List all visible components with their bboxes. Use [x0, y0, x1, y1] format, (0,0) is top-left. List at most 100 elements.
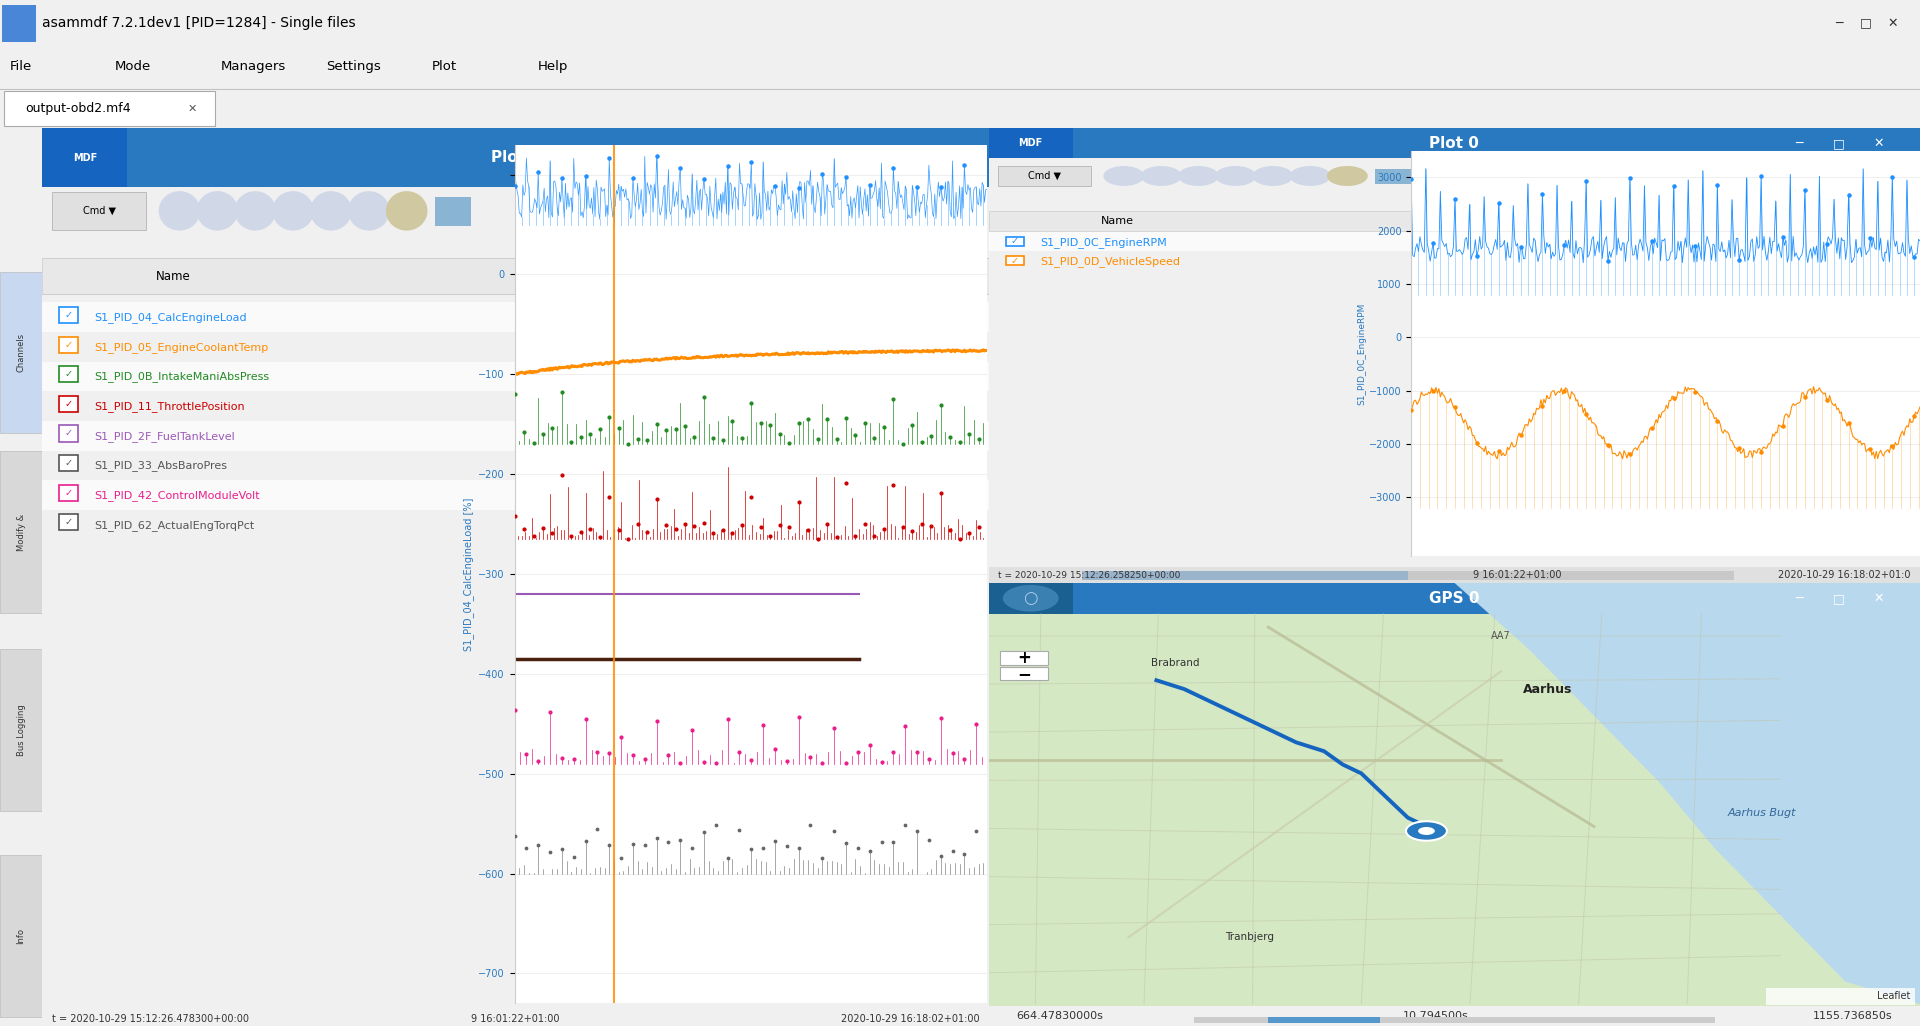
Point: [843, 840, 874, 857]
Text: 9 16:01:22+01:00: 9 16:01:22+01:00: [470, 1014, 561, 1024]
Point: [689, 389, 720, 405]
Text: Cmd ▼: Cmd ▼: [1029, 171, 1062, 181]
Text: Brabrand: Brabrand: [1150, 658, 1200, 668]
Point: [651, 517, 682, 534]
Point: [902, 823, 933, 839]
Text: ✓: ✓: [1010, 255, 1020, 266]
Text: ✕: ✕: [1887, 16, 1899, 30]
Bar: [42, 421, 989, 450]
Point: [593, 409, 624, 426]
Point: [887, 519, 918, 536]
Point: [854, 737, 885, 753]
Point: [708, 432, 739, 448]
Text: Name: Name: [156, 270, 190, 283]
Text: V: V: [958, 490, 966, 501]
Point: [538, 524, 568, 541]
Text: ✕: ✕: [188, 104, 196, 114]
Bar: [42, 450, 989, 480]
Text: 87.000: 87.000: [705, 343, 743, 352]
Point: [653, 834, 684, 851]
Bar: [60, 514, 79, 530]
Bar: [1083, 571, 1734, 581]
Text: ○: ○: [1023, 589, 1039, 607]
Circle shape: [386, 191, 428, 231]
Text: Channels: Channels: [17, 333, 25, 372]
Point: [849, 415, 879, 431]
Point: [760, 741, 791, 757]
Bar: [989, 1007, 1920, 1026]
Point: [914, 831, 945, 847]
Point: [1724, 440, 1755, 457]
Point: [831, 410, 862, 427]
Point: [747, 717, 778, 734]
Point: [593, 150, 624, 166]
Point: [522, 752, 553, 768]
Text: 10.794500s: 10.794500s: [1404, 1012, 1469, 1021]
Circle shape: [1252, 166, 1294, 186]
Point: [641, 712, 672, 728]
Point: [1417, 235, 1448, 251]
Point: [774, 435, 804, 451]
Point: [680, 429, 710, 445]
Point: [1811, 236, 1841, 252]
Point: [499, 177, 530, 194]
Point: [735, 752, 766, 768]
Bar: [998, 166, 1091, 186]
Bar: [42, 128, 989, 187]
Bar: [1083, 571, 1407, 581]
Point: [1396, 402, 1427, 419]
Point: [745, 519, 776, 536]
Point: [935, 429, 966, 445]
Point: [641, 491, 672, 508]
Text: ✓: ✓: [1010, 236, 1020, 246]
Text: rpm: rpm: [1874, 237, 1897, 247]
Point: [806, 166, 837, 183]
Text: 21.569: 21.569: [705, 431, 743, 441]
Point: [793, 411, 824, 428]
Point: [868, 419, 899, 435]
Point: [1440, 399, 1471, 416]
Bar: [60, 396, 79, 411]
Text: Leaflet: Leaflet: [1878, 991, 1910, 1001]
Point: [1549, 237, 1580, 253]
Bar: [42, 361, 989, 391]
Point: [937, 745, 968, 761]
Text: ✕: ✕: [1874, 136, 1884, 150]
Point: [499, 702, 530, 718]
Point: [916, 518, 947, 535]
Point: [574, 426, 605, 442]
Point: [660, 520, 691, 537]
Point: [858, 429, 889, 445]
Point: [812, 411, 843, 428]
Point: [1745, 168, 1776, 185]
Point: [854, 842, 885, 859]
Text: −: −: [1018, 665, 1031, 682]
Point: [735, 154, 766, 170]
Point: [783, 494, 814, 510]
Point: [818, 720, 849, 737]
Text: 1155.736850s: 1155.736850s: [1812, 1012, 1891, 1021]
Circle shape: [1290, 166, 1331, 186]
Bar: [876, 215, 927, 227]
Text: +: +: [897, 215, 906, 226]
Point: [925, 847, 956, 864]
Point: [772, 753, 803, 770]
Point: [755, 528, 785, 545]
Point: [612, 436, 643, 452]
Point: [689, 754, 720, 771]
Text: Unit: Unit: [910, 270, 935, 283]
Point: [603, 522, 634, 539]
Text: Unit: Unit: [1843, 215, 1866, 226]
Text: t = 2020-10-29 15:12:26.258250+00:00: t = 2020-10-29 15:12:26.258250+00:00: [998, 570, 1181, 580]
Point: [1834, 187, 1864, 203]
Text: S1_PID_62_ActualEngTorqPct: S1_PID_62_ActualEngTorqPct: [94, 519, 255, 530]
Text: Aarhus: Aarhus: [1523, 682, 1572, 696]
Point: [522, 836, 553, 853]
Bar: [42, 391, 989, 421]
Point: [547, 170, 578, 187]
Text: +: +: [1828, 176, 1837, 186]
Point: [1878, 438, 1908, 455]
Point: [1768, 229, 1799, 245]
Point: [914, 751, 945, 767]
Point: [699, 430, 730, 446]
